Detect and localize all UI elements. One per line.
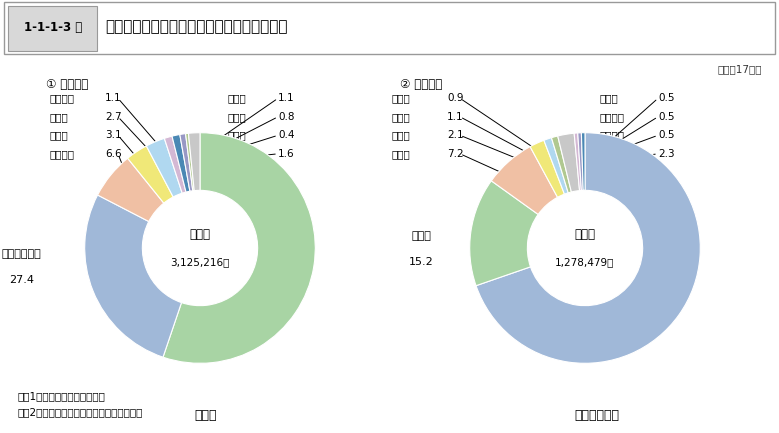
- Text: ② 検挙人員: ② 検挙人員: [400, 78, 442, 91]
- Text: 恐　喝: 恐 喝: [600, 93, 619, 103]
- Wedge shape: [180, 134, 192, 191]
- Text: そ の 他: そ の 他: [228, 149, 253, 159]
- Text: 6.6: 6.6: [105, 149, 122, 159]
- Text: 2　「横領」は，遺失物等横領を含む。: 2 「横領」は，遺失物等横領を含む。: [18, 407, 143, 417]
- Text: 0.4: 0.4: [278, 130, 294, 140]
- Wedge shape: [530, 140, 565, 197]
- Wedge shape: [492, 147, 558, 214]
- Text: 住居侵入: 住居侵入: [50, 93, 75, 103]
- Text: 交通関係業過: 交通関係業過: [2, 249, 41, 259]
- Text: 15.2: 15.2: [409, 257, 434, 267]
- Wedge shape: [578, 133, 583, 191]
- Text: 詐　欺: 詐 欺: [50, 112, 69, 122]
- Wedge shape: [552, 136, 571, 193]
- Text: 交通関係業過: 交通関係業過: [574, 409, 619, 422]
- Wedge shape: [185, 133, 194, 191]
- Text: 1-1-1-3 図: 1-1-1-3 図: [24, 20, 82, 33]
- Wedge shape: [189, 132, 200, 191]
- Text: 器物損壊: 器物損壊: [600, 112, 625, 122]
- Wedge shape: [470, 181, 538, 286]
- Wedge shape: [544, 138, 568, 194]
- Text: 器物損壊: 器物損壊: [50, 149, 75, 159]
- Wedge shape: [574, 133, 581, 191]
- Wedge shape: [85, 195, 182, 357]
- Wedge shape: [558, 133, 580, 192]
- Text: 1.6: 1.6: [278, 149, 294, 159]
- Text: 傷　害: 傷 害: [228, 93, 247, 103]
- Text: 1.1: 1.1: [105, 93, 122, 103]
- Wedge shape: [163, 132, 315, 363]
- Text: 詐　欺: 詐 欺: [392, 93, 411, 103]
- Text: 住居侵入: 住居侵入: [600, 130, 625, 140]
- Text: 横　領: 横 領: [50, 130, 69, 140]
- Text: 1.1: 1.1: [278, 93, 294, 103]
- Text: 0.9: 0.9: [447, 93, 464, 103]
- Text: 3.1: 3.1: [105, 130, 122, 140]
- Text: 0.5: 0.5: [658, 112, 675, 122]
- Text: 2.3: 2.3: [658, 149, 675, 159]
- Wedge shape: [128, 146, 173, 203]
- Wedge shape: [97, 158, 164, 222]
- Text: そ の 他: そ の 他: [600, 149, 626, 159]
- Text: 3,125,216件: 3,125,216件: [171, 257, 230, 267]
- Wedge shape: [164, 136, 186, 193]
- Text: 7.2: 7.2: [447, 149, 464, 159]
- Text: 2.1: 2.1: [447, 130, 464, 140]
- Text: 27.4: 27.4: [9, 275, 33, 285]
- Wedge shape: [476, 132, 700, 363]
- Text: 0.5: 0.5: [658, 130, 675, 140]
- Text: （平成17年）: （平成17年）: [717, 64, 762, 74]
- Text: 暴　行: 暴 行: [228, 112, 247, 122]
- Text: 注　1　警察庁の統計による。: 注 1 警察庁の統計による。: [18, 391, 106, 401]
- Text: 2.7: 2.7: [105, 112, 122, 122]
- Text: ① 認知件数: ① 認知件数: [46, 78, 88, 91]
- Wedge shape: [172, 135, 190, 192]
- Wedge shape: [146, 139, 182, 197]
- Wedge shape: [581, 132, 585, 191]
- Text: 傷　害: 傷 害: [392, 130, 411, 140]
- Text: 窃　盗: 窃 盗: [411, 232, 432, 242]
- Text: 暴　行: 暴 行: [392, 112, 411, 122]
- Text: 0.8: 0.8: [278, 112, 294, 122]
- Text: 0.5: 0.5: [658, 93, 675, 103]
- Text: 窃　盗: 窃 盗: [195, 409, 217, 422]
- Text: 総　数: 総 数: [574, 228, 595, 241]
- Bar: [8, 6, 97, 51]
- Text: 刑法犯の認知件数・検挙人員の罪名別構成比: 刑法犯の認知件数・検挙人員の罪名別構成比: [105, 19, 287, 35]
- Text: 1.1: 1.1: [447, 112, 464, 122]
- Text: 恐　喝: 恐 喝: [228, 130, 247, 140]
- Text: 1,278,479人: 1,278,479人: [555, 257, 615, 267]
- Text: 横　領: 横 領: [392, 149, 411, 159]
- Text: 総　数: 総 数: [189, 228, 210, 241]
